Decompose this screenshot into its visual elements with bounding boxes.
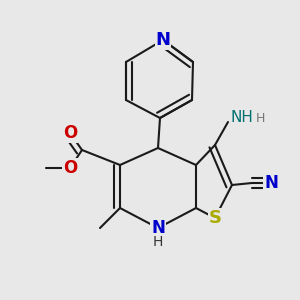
Text: N: N — [151, 219, 165, 237]
Text: O: O — [63, 159, 77, 177]
Text: H: H — [256, 112, 266, 124]
Text: S: S — [208, 209, 221, 227]
Text: H: H — [153, 235, 163, 249]
Text: N: N — [264, 174, 278, 192]
Text: O: O — [63, 124, 77, 142]
Text: N: N — [155, 31, 170, 49]
Text: NH: NH — [231, 110, 254, 125]
